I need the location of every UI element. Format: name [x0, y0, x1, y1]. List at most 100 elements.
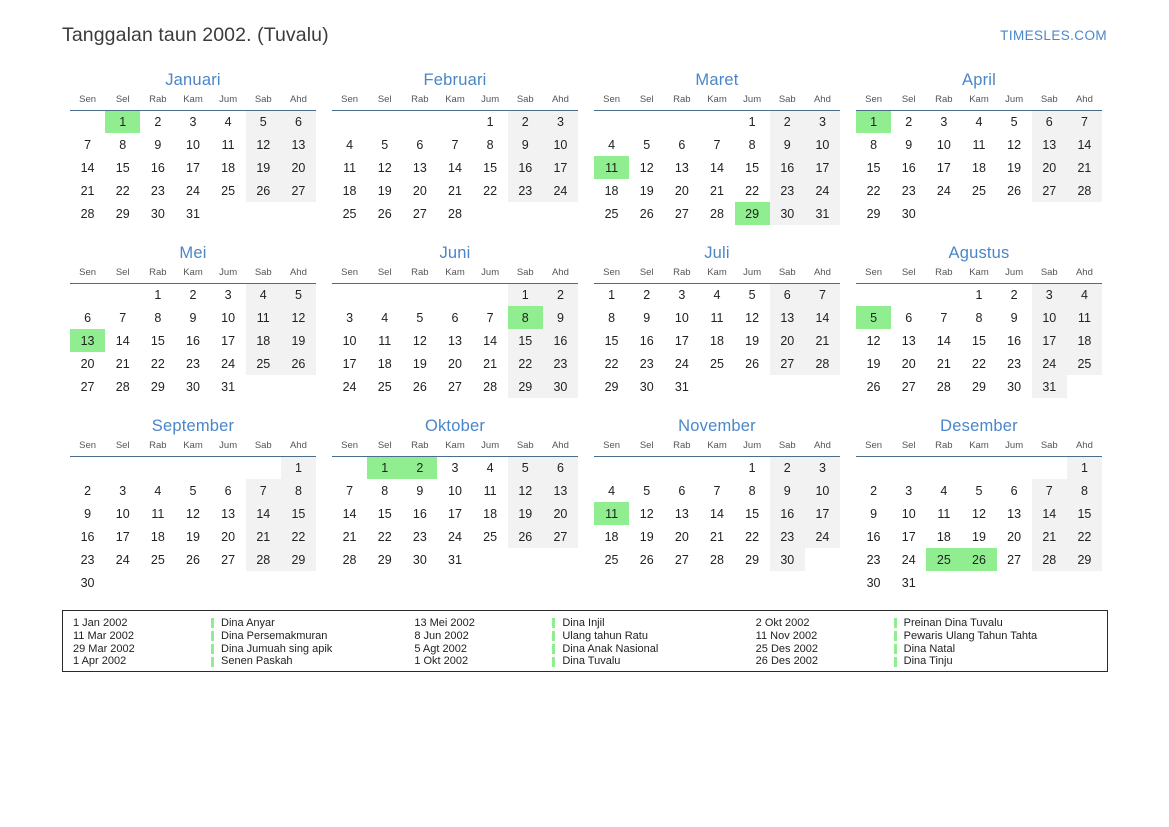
day-cell-holiday[interactable]: 1 [856, 110, 892, 133]
day-cell[interactable]: 8 [748, 137, 756, 152]
day-cell[interactable]: 11 [937, 506, 951, 521]
day-cell[interactable]: 20 [674, 183, 689, 198]
day-cell[interactable]: 21 [448, 183, 462, 198]
day-cell[interactable]: 6 [416, 137, 424, 152]
day-cell[interactable]: 3 [905, 483, 913, 498]
day-cell[interactable]: 20 [448, 356, 462, 371]
day-cell[interactable]: 26 [412, 379, 427, 394]
day-cell[interactable]: 14 [80, 160, 95, 175]
day-cell[interactable]: 4 [486, 460, 494, 475]
day-cell[interactable]: 12 [1007, 137, 1022, 152]
day-cell[interactable]: 2 [542, 283, 578, 306]
day-cell[interactable]: 5 [748, 287, 756, 302]
day-cell[interactable]: 28 [342, 552, 357, 567]
day-cell[interactable]: 17 [1031, 329, 1067, 352]
day-cell[interactable]: 16 [412, 506, 427, 521]
day-cell[interactable]: 28 [1066, 179, 1102, 202]
day-cell[interactable]: 5 [643, 137, 651, 152]
day-cell[interactable]: 7 [119, 310, 127, 325]
day-cell[interactable]: 23 [80, 552, 95, 567]
day-cell[interactable]: 18 [150, 529, 165, 544]
day-cell-holiday[interactable]: 26 [961, 548, 997, 571]
day-cell[interactable]: 6 [1031, 110, 1067, 133]
day-cell[interactable]: 22 [507, 352, 543, 375]
day-cell[interactable]: 14 [245, 502, 281, 525]
day-cell-holiday[interactable]: 8 [507, 306, 543, 329]
day-cell[interactable]: 14 [936, 333, 951, 348]
day-cell[interactable]: 29 [507, 375, 543, 398]
day-cell[interactable]: 9 [769, 479, 805, 502]
day-cell[interactable]: 17 [936, 160, 951, 175]
day-cell[interactable]: 14 [483, 333, 498, 348]
day-cell[interactable]: 26 [280, 352, 316, 375]
day-cell[interactable]: 10 [674, 310, 689, 325]
day-cell[interactable]: 1 [748, 460, 756, 475]
day-cell[interactable]: 17 [448, 506, 462, 521]
day-cell[interactable]: 8 [154, 310, 162, 325]
day-cell[interactable]: 8 [748, 483, 756, 498]
day-cell[interactable]: 27 [674, 552, 689, 567]
day-cell[interactable]: 14 [710, 506, 724, 521]
day-cell[interactable]: 21 [1031, 525, 1067, 548]
day-cell[interactable]: 8 [280, 479, 316, 502]
day-cell[interactable]: 4 [245, 283, 281, 306]
day-cell[interactable]: 22 [150, 356, 165, 371]
day-cell[interactable]: 21 [115, 356, 130, 371]
day-cell[interactable]: 4 [381, 310, 389, 325]
day-cell[interactable]: 17 [674, 333, 689, 348]
day-cell[interactable]: 4 [346, 137, 354, 152]
day-cell[interactable]: 28 [710, 552, 724, 567]
day-cell[interactable]: 29 [115, 206, 130, 221]
day-cell[interactable]: 19 [972, 529, 986, 544]
day-cell[interactable]: 14 [448, 160, 462, 175]
day-cell[interactable]: 9 [154, 137, 162, 152]
day-cell[interactable]: 22 [866, 183, 881, 198]
day-cell[interactable]: 17 [901, 529, 916, 544]
day-cell[interactable]: 21 [80, 183, 95, 198]
day-cell[interactable]: 18 [1066, 329, 1102, 352]
day-cell[interactable]: 30 [542, 375, 578, 398]
day-cell[interactable]: 17 [804, 156, 840, 179]
day-cell[interactable]: 8 [486, 137, 494, 152]
day-cell[interactable]: 12 [412, 333, 427, 348]
day-cell[interactable]: 30 [769, 548, 805, 571]
day-cell[interactable]: 5 [975, 483, 983, 498]
day-cell[interactable]: 30 [80, 575, 95, 590]
day-cell[interactable]: 28 [448, 206, 462, 221]
day-cell[interactable]: 5 [381, 137, 389, 152]
day-cell[interactable]: 9 [542, 306, 578, 329]
day-cell[interactable]: 10 [542, 133, 578, 156]
day-cell[interactable]: 27 [1007, 552, 1022, 567]
day-cell[interactable]: 12 [745, 310, 760, 325]
day-cell[interactable]: 13 [901, 333, 916, 348]
day-cell[interactable]: 11 [710, 310, 724, 325]
day-cell[interactable]: 11 [972, 137, 986, 152]
day-cell[interactable]: 28 [710, 206, 724, 221]
day-cell[interactable]: 9 [870, 506, 878, 521]
day-cell[interactable]: 20 [280, 156, 316, 179]
day-cell[interactable]: 13 [769, 306, 805, 329]
day-cell[interactable]: 15 [377, 506, 392, 521]
day-cell[interactable]: 15 [866, 160, 881, 175]
day-cell[interactable]: 10 [342, 333, 357, 348]
day-cell[interactable]: 26 [377, 206, 392, 221]
day-cell[interactable]: 7 [940, 310, 948, 325]
day-cell[interactable]: 16 [186, 333, 200, 348]
day-cell[interactable]: 18 [710, 333, 724, 348]
day-cell[interactable]: 29 [745, 552, 760, 567]
day-cell[interactable]: 12 [639, 160, 654, 175]
day-cell[interactable]: 28 [245, 548, 281, 571]
day-cell[interactable]: 19 [280, 329, 316, 352]
day-cell[interactable]: 30 [769, 202, 805, 225]
day-cell[interactable]: 12 [866, 333, 881, 348]
day-cell[interactable]: 24 [221, 356, 236, 371]
day-cell[interactable]: 24 [674, 356, 689, 371]
day-cell[interactable]: 30 [866, 575, 881, 590]
day-cell[interactable]: 2 [905, 114, 913, 129]
site-link[interactable]: TIMESLES.COM [1000, 27, 1107, 43]
day-cell[interactable]: 18 [604, 183, 619, 198]
day-cell[interactable]: 5 [189, 483, 197, 498]
day-cell[interactable]: 18 [483, 506, 498, 521]
day-cell[interactable]: 31 [901, 575, 916, 590]
day-cell[interactable]: 13 [542, 479, 578, 502]
